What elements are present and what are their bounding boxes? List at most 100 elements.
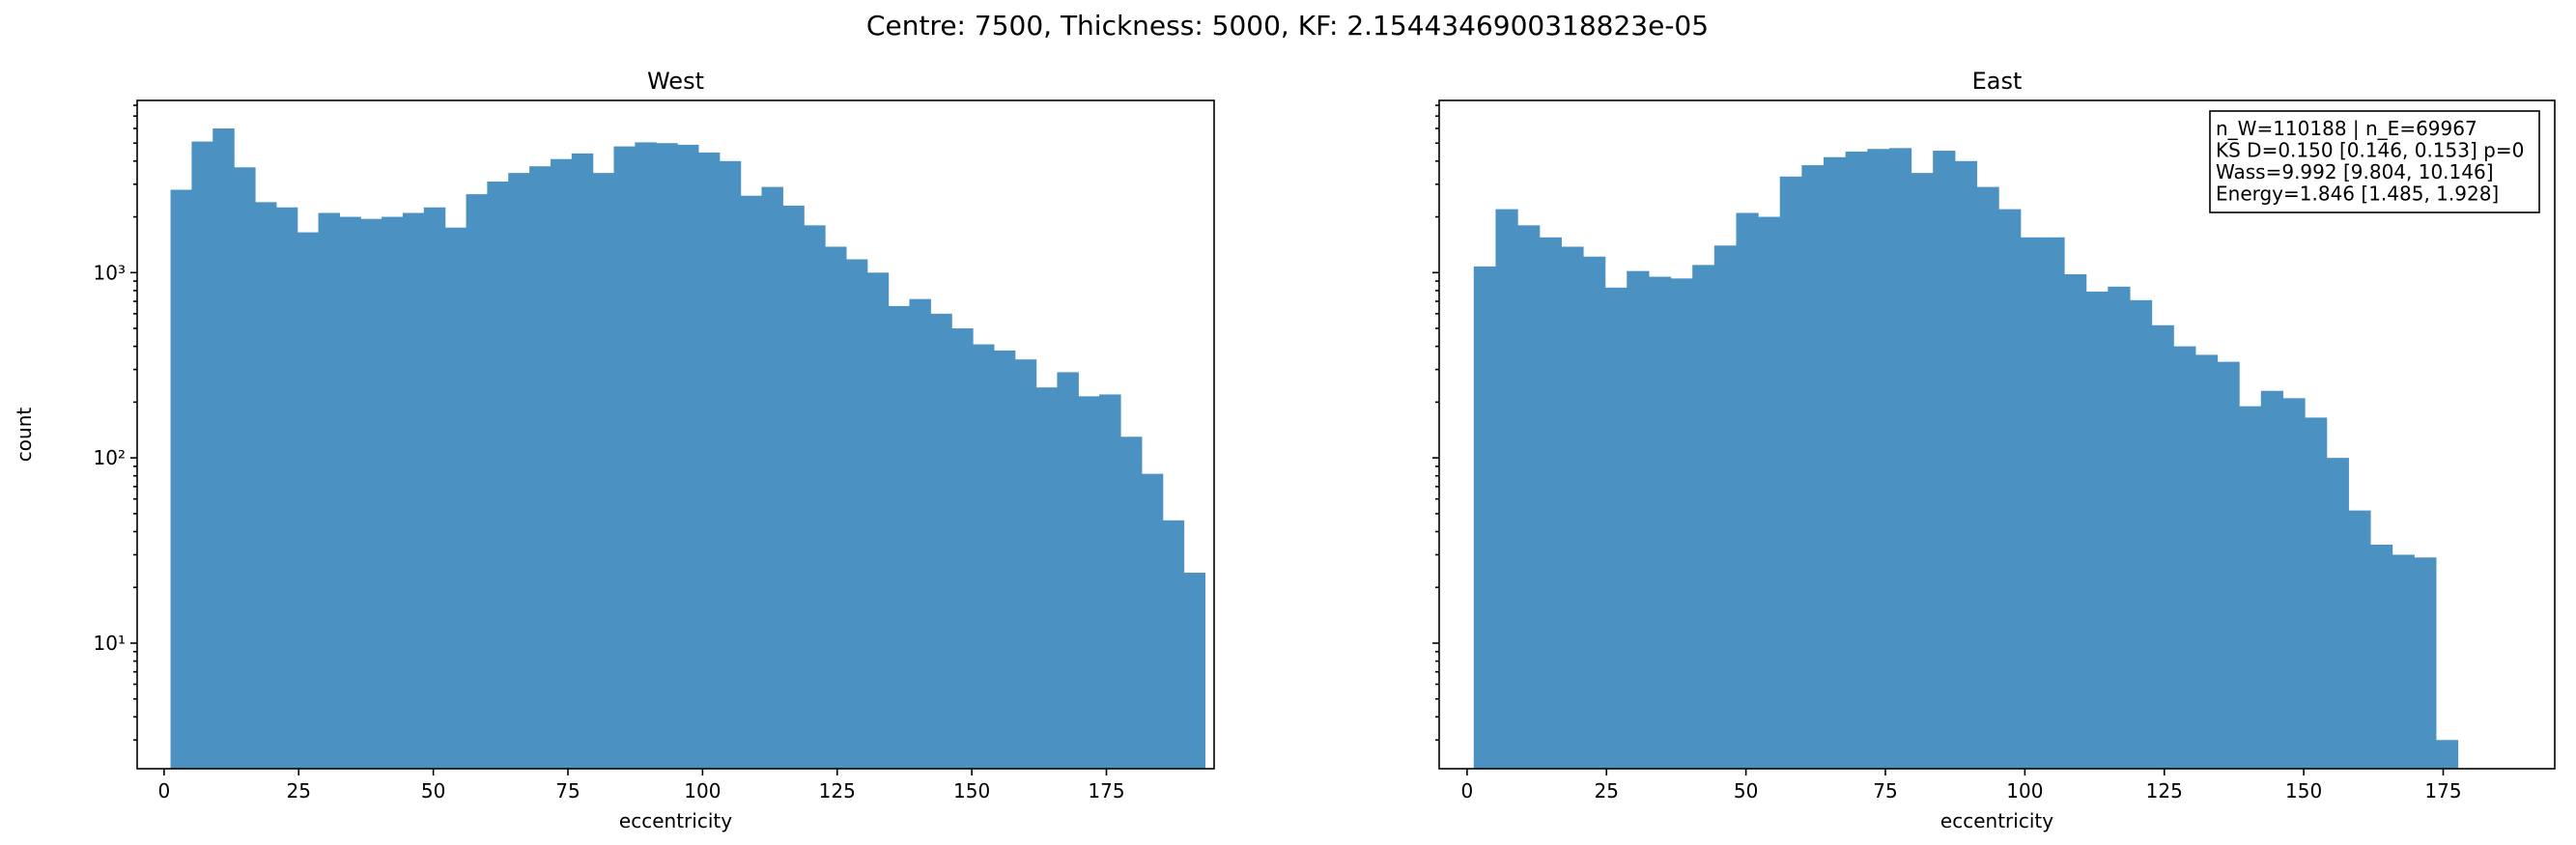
y-tick-label: 10²: [94, 446, 126, 469]
histogram-bar: [1888, 148, 1912, 769]
histogram-bar: [1933, 151, 1956, 770]
histogram-bar: [909, 298, 931, 769]
histogram-bar: [2064, 273, 2087, 769]
histogram-bar: [275, 207, 298, 769]
histogram-bar: [1141, 473, 1164, 769]
stats-annotation-line: Energy=1.846 [1.485, 1.928]: [2216, 183, 2499, 206]
histogram-bar: [697, 152, 721, 769]
histogram-bar: [297, 232, 320, 769]
stats-annotation-box: [2209, 110, 2540, 213]
histogram-bar: [804, 225, 826, 770]
histogram-bar: [1057, 372, 1079, 769]
histogram-bar: [1911, 173, 1934, 769]
x-tick-label: 150: [2285, 779, 2322, 803]
y-tick-label: 10³: [94, 261, 126, 284]
x-tick-label: 50: [421, 779, 445, 803]
stats-annotation-line: KS D=0.150 [0.146, 0.153] p=0: [2216, 139, 2524, 162]
histogram-bar: [318, 212, 340, 769]
histogram-bar: [2282, 398, 2306, 769]
histogram-bar: [866, 272, 890, 769]
histogram-bar: [382, 216, 404, 770]
histogram-bar: [1713, 245, 1738, 770]
histogram-bar: [1495, 209, 1518, 769]
histogram-bar: [2435, 740, 2459, 769]
histogram-bar: [2129, 299, 2153, 769]
histogram-bar: [656, 143, 678, 769]
histogram-bar: [170, 189, 193, 769]
histogram-bar: [339, 216, 361, 770]
histogram-bar: [2414, 557, 2437, 769]
histogram-bar: [2392, 554, 2415, 769]
x-tick-label: 125: [2146, 779, 2183, 803]
histogram-bar: [2194, 354, 2219, 769]
x-axis-label: eccentricity: [619, 809, 732, 832]
histogram-bar: [1014, 359, 1037, 769]
histogram-bar: [1648, 276, 1672, 769]
y-axis-label: count: [13, 408, 36, 463]
histogram-bar: [1035, 387, 1059, 769]
x-axis-label: eccentricity: [1940, 809, 2053, 832]
histogram-bar: [1561, 246, 1584, 770]
histogram-bar: [2020, 237, 2043, 770]
histogram-bar: [444, 227, 467, 769]
histogram-bar: [1845, 151, 1868, 769]
histogram-bar: [1801, 165, 1825, 769]
histogram-bar: [234, 167, 256, 769]
histogram-bar: [1779, 176, 1802, 770]
y-tick-label: 10¹: [94, 632, 126, 655]
histogram-bar: [930, 313, 952, 769]
x-tick-label: 100: [684, 779, 721, 803]
x-tick-label: 175: [1088, 779, 1124, 803]
histogram-bar: [2348, 510, 2371, 769]
histogram-bar: [1539, 237, 1562, 770]
x-tick-label: 100: [2006, 779, 2043, 803]
histogram-bar: [1758, 216, 1781, 770]
histogram-bar: [2239, 406, 2262, 769]
histogram-bar: [1517, 225, 1541, 770]
histogram-bar: [973, 344, 995, 769]
histogram-bar: [1099, 394, 1121, 769]
figure-suptitle: Centre: 7500, Thickness: 5000, KF: 2.154…: [866, 10, 1709, 42]
x-tick-label: 25: [1595, 779, 1619, 803]
x-tick-label: 175: [2424, 779, 2461, 803]
histogram-bar: [402, 212, 425, 769]
histogram-bar: [1998, 209, 2022, 769]
histogram-bar: [487, 182, 509, 770]
histogram-bar: [1627, 270, 1650, 769]
histogram-bar: [508, 173, 530, 769]
histogram-bar: [423, 207, 446, 769]
histogram-bar: [1824, 156, 1847, 770]
histogram-bar: [212, 128, 235, 769]
histogram-bar: [191, 141, 213, 769]
histogram-bar: [2260, 390, 2284, 769]
histogram-bar: [466, 194, 488, 769]
histogram-bar: [761, 186, 783, 769]
histogram-bar: [571, 153, 594, 769]
histogram-bar: [825, 246, 847, 770]
histogram-bar: [1867, 149, 1890, 769]
histogram-bar: [1692, 265, 1715, 769]
x-tick-label: 50: [1734, 779, 1758, 803]
x-tick-label: 0: [1461, 779, 1474, 803]
histogram-bar: [635, 142, 657, 769]
histogram-bar: [529, 166, 552, 769]
histogram-bar: [2108, 286, 2131, 769]
histogram-bar: [782, 205, 805, 770]
histogram-bar: [1162, 520, 1185, 769]
x-tick-label: 150: [953, 779, 990, 803]
x-tick-label: 75: [555, 779, 580, 803]
histogram-bar: [1183, 573, 1206, 769]
histogram-bar: [1119, 437, 1143, 769]
west-panel: 0 25 50 75 100 125 150 175 10¹ 10² 10³ West eccentri…: [13, 68, 1215, 832]
histogram-bar: [719, 160, 742, 770]
histogram-bar: [2326, 458, 2349, 769]
histogram-bar: [550, 158, 573, 770]
histogram-bar: [740, 195, 763, 770]
panel-title: East: [1972, 68, 2023, 95]
histogram-bar: [1976, 186, 1999, 769]
histogram-bar: [1954, 160, 1978, 770]
histogram-bar: [592, 173, 615, 769]
histogram-bar: [613, 146, 636, 769]
stats-annotation-line: Wass=9.992 [9.804, 10.146]: [2216, 160, 2494, 183]
